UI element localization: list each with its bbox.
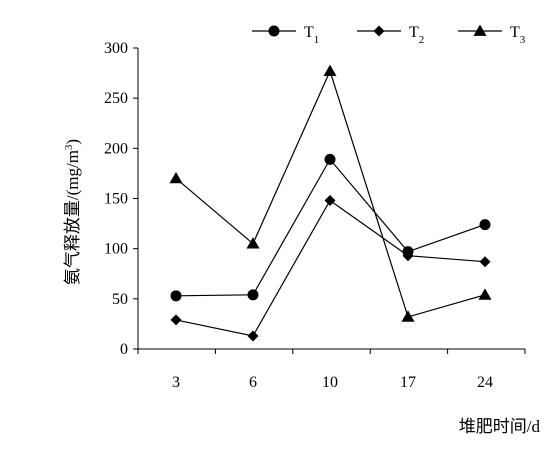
data-point — [170, 290, 182, 302]
legend-label: T2 — [409, 24, 424, 46]
data-point — [479, 219, 491, 231]
legend-label: T3 — [510, 24, 526, 46]
x-axis-label: 堆肥时间/d — [459, 417, 541, 436]
y-tick-label: 250 — [104, 90, 128, 107]
legend-item-T2: T2 — [357, 24, 424, 46]
y-tick-label: 150 — [104, 191, 128, 208]
data-point — [402, 250, 414, 262]
data-point — [478, 288, 492, 300]
x-tick-label: 17 — [400, 374, 416, 391]
series-T3 — [169, 64, 492, 322]
data-point — [401, 310, 415, 322]
y-tick-label: 200 — [104, 140, 128, 157]
data-point — [323, 64, 337, 76]
y-axis-label: 氨气释放量/(mg/m3) — [63, 139, 82, 285]
data-point — [247, 330, 259, 342]
legend-label: T1 — [304, 24, 319, 46]
legend-marker — [473, 24, 487, 36]
x-tick-label: 10 — [322, 374, 338, 391]
data-point — [479, 256, 491, 268]
legend: T1 T2 T3 — [252, 24, 526, 46]
legend-item-T1: T1 — [252, 24, 319, 46]
data-point — [246, 237, 260, 249]
data-point — [247, 289, 259, 301]
legend-item-T3: T3 — [458, 24, 526, 46]
series-line — [175, 158, 486, 297]
legend-marker — [373, 25, 385, 37]
x-tick-label: 3 — [172, 374, 180, 391]
y-tick-label: 50 — [112, 291, 128, 308]
x-tick-label: 6 — [249, 374, 257, 391]
data-point — [324, 195, 336, 207]
data-point — [169, 171, 183, 184]
data-point — [324, 153, 336, 165]
y-tick-label: 0 — [120, 341, 128, 358]
series-T2 — [170, 195, 491, 342]
axes: 0 50 100 150 200 250 300 3 6 10 17 24 — [104, 40, 526, 391]
legend-marker — [268, 25, 280, 37]
x-tick-label: 24 — [477, 374, 493, 391]
data-point — [170, 314, 182, 326]
series-line — [175, 69, 486, 318]
y-tick-label: 300 — [104, 40, 128, 57]
y-tick-label: 100 — [104, 241, 128, 258]
series-line — [175, 199, 486, 337]
series-layer — [169, 64, 492, 342]
series-T1 — [170, 153, 491, 302]
